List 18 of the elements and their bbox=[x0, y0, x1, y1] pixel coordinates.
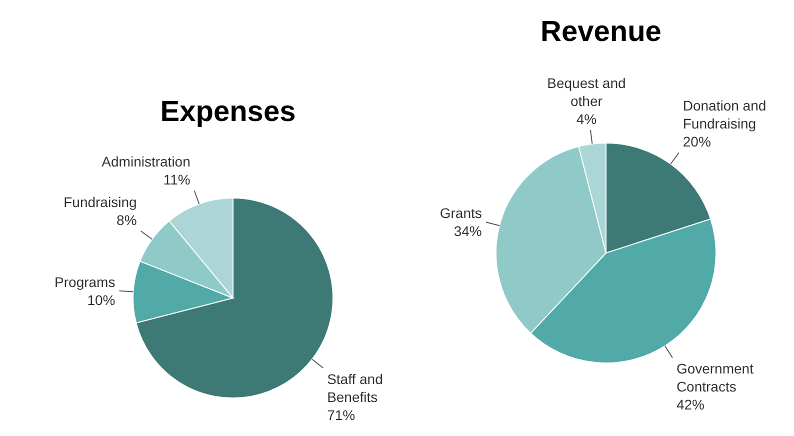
slice-label: Staff and Benefits bbox=[327, 370, 383, 405]
slice-label: Fundraising bbox=[64, 194, 137, 210]
data-label: 71% bbox=[327, 406, 356, 423]
chart-title: Expenses bbox=[159, 96, 297, 129]
data-label: 20% bbox=[682, 134, 711, 150]
slice-label: Grants bbox=[440, 205, 482, 222]
data-label: 11% bbox=[163, 172, 190, 188]
data-label: 42% bbox=[676, 396, 704, 413]
slice-label: Administration bbox=[102, 154, 190, 170]
slice-label: Government Contracts bbox=[676, 360, 754, 395]
data-label: 10% bbox=[87, 292, 116, 308]
slice-label: Programs bbox=[54, 274, 116, 290]
data-label: 4% bbox=[576, 110, 597, 127]
slice-label: Bequest and other bbox=[547, 74, 626, 109]
slice-label: Donation and Fundraising bbox=[682, 98, 766, 132]
chart-title: Revenue bbox=[540, 16, 662, 49]
data-label: 8% bbox=[116, 212, 137, 228]
data-label: 34% bbox=[454, 223, 482, 240]
